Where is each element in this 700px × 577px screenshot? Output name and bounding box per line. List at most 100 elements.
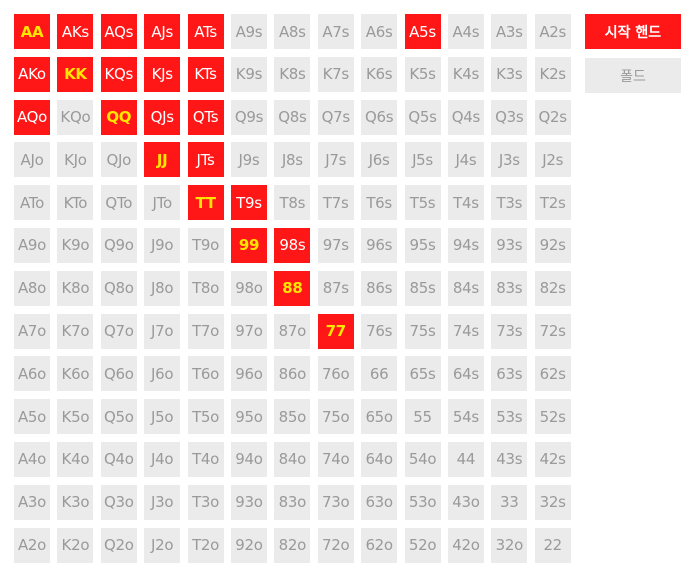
hand-cell-98s[interactable]: 98s: [274, 227, 311, 263]
hand-cell-T4o[interactable]: T4o: [187, 441, 224, 477]
hand-cell-Q2o[interactable]: Q2o: [100, 527, 137, 563]
hand-cell-92s[interactable]: 92s: [534, 227, 571, 263]
hand-cell-88[interactable]: 88: [274, 270, 311, 306]
hand-cell-T6o[interactable]: T6o: [187, 356, 224, 392]
hand-cell-K5s[interactable]: K5s: [404, 56, 441, 92]
hand-cell-83s[interactable]: 83s: [491, 270, 528, 306]
hand-cell-32o[interactable]: 32o: [491, 527, 528, 563]
hand-cell-73o[interactable]: 73o: [317, 484, 354, 520]
hand-cell-55[interactable]: 55: [404, 399, 441, 435]
hand-cell-53s[interactable]: 53s: [491, 399, 528, 435]
hand-cell-A8o[interactable]: A8o: [14, 270, 50, 306]
hand-cell-54s[interactable]: 54s: [447, 399, 484, 435]
hand-cell-72o[interactable]: 72o: [317, 527, 354, 563]
hand-cell-62o[interactable]: 62o: [361, 527, 398, 563]
hand-cell-T9s[interactable]: T9s: [230, 185, 267, 221]
hand-cell-Q8o[interactable]: Q8o: [100, 270, 137, 306]
hand-cell-87s[interactable]: 87s: [317, 270, 354, 306]
hand-cell-AJs[interactable]: AJs: [144, 14, 181, 49]
hand-cell-A5s[interactable]: A5s: [404, 14, 441, 49]
hand-cell-22[interactable]: 22: [534, 527, 571, 563]
hand-cell-A5o[interactable]: A5o: [14, 399, 50, 435]
hand-cell-32s[interactable]: 32s: [534, 484, 571, 520]
hand-cell-KJo[interactable]: KJo: [57, 142, 94, 178]
hand-cell-K6s[interactable]: K6s: [361, 56, 398, 92]
hand-cell-KQo[interactable]: KQo: [57, 99, 94, 135]
hand-cell-A2s[interactable]: A2s: [534, 14, 571, 49]
hand-cell-85o[interactable]: 85o: [274, 399, 311, 435]
hand-cell-J7s[interactable]: J7s: [317, 142, 354, 178]
hand-cell-95s[interactable]: 95s: [404, 227, 441, 263]
hand-cell-J5s[interactable]: J5s: [404, 142, 441, 178]
hand-cell-A3s[interactable]: A3s: [491, 14, 528, 49]
hand-cell-A7o[interactable]: A7o: [14, 313, 50, 349]
hand-cell-64s[interactable]: 64s: [447, 356, 484, 392]
hand-cell-54o[interactable]: 54o: [404, 441, 441, 477]
hand-cell-42o[interactable]: 42o: [447, 527, 484, 563]
hand-cell-Q3o[interactable]: Q3o: [100, 484, 137, 520]
hand-cell-QJs[interactable]: QJs: [144, 99, 181, 135]
hand-cell-K7s[interactable]: K7s: [317, 56, 354, 92]
hand-cell-J3s[interactable]: J3s: [491, 142, 528, 178]
hand-cell-Q3s[interactable]: Q3s: [491, 99, 528, 135]
hand-cell-QTo[interactable]: QTo: [100, 185, 137, 221]
hand-cell-T7s[interactable]: T7s: [317, 185, 354, 221]
hand-cell-AA[interactable]: AA: [14, 14, 50, 49]
hand-cell-QQ[interactable]: QQ: [100, 99, 137, 135]
hand-cell-J4o[interactable]: J4o: [144, 441, 181, 477]
hand-cell-82s[interactable]: 82s: [534, 270, 571, 306]
hand-cell-84o[interactable]: 84o: [274, 441, 311, 477]
hand-cell-A9s[interactable]: A9s: [230, 14, 267, 49]
hand-cell-K4o[interactable]: K4o: [57, 441, 94, 477]
hand-cell-52s[interactable]: 52s: [534, 399, 571, 435]
hand-cell-J6o[interactable]: J6o: [144, 356, 181, 392]
hand-cell-62s[interactable]: 62s: [534, 356, 571, 392]
hand-cell-KJs[interactable]: KJs: [144, 56, 181, 92]
hand-cell-Q4o[interactable]: Q4o: [100, 441, 137, 477]
hand-cell-K3s[interactable]: K3s: [491, 56, 528, 92]
hand-cell-AQs[interactable]: AQs: [100, 14, 137, 49]
hand-cell-43o[interactable]: 43o: [447, 484, 484, 520]
hand-cell-64o[interactable]: 64o: [361, 441, 398, 477]
hand-cell-T4s[interactable]: T4s: [447, 185, 484, 221]
hand-cell-72s[interactable]: 72s: [534, 313, 571, 349]
hand-cell-75o[interactable]: 75o: [317, 399, 354, 435]
hand-cell-76o[interactable]: 76o: [317, 356, 354, 392]
hand-cell-63s[interactable]: 63s: [491, 356, 528, 392]
hand-cell-J8o[interactable]: J8o: [144, 270, 181, 306]
hand-cell-JTs[interactable]: JTs: [187, 142, 224, 178]
hand-cell-KQs[interactable]: KQs: [100, 56, 137, 92]
hand-cell-Q8s[interactable]: Q8s: [274, 99, 311, 135]
hand-cell-77[interactable]: 77: [317, 313, 354, 349]
hand-cell-ATo[interactable]: ATo: [14, 185, 50, 221]
hand-cell-A6s[interactable]: A6s: [361, 14, 398, 49]
hand-cell-J9s[interactable]: J9s: [230, 142, 267, 178]
hand-cell-T3o[interactable]: T3o: [187, 484, 224, 520]
hand-cell-Q5s[interactable]: Q5s: [404, 99, 441, 135]
hand-cell-AKo[interactable]: AKo: [14, 56, 50, 92]
hand-cell-K4s[interactable]: K4s: [447, 56, 484, 92]
hand-cell-93o[interactable]: 93o: [230, 484, 267, 520]
hand-cell-J5o[interactable]: J5o: [144, 399, 181, 435]
hand-cell-Q6o[interactable]: Q6o: [100, 356, 137, 392]
hand-cell-AKs[interactable]: AKs: [57, 14, 94, 49]
hand-cell-Q9o[interactable]: Q9o: [100, 227, 137, 263]
hand-cell-T6s[interactable]: T6s: [361, 185, 398, 221]
hand-cell-J6s[interactable]: J6s: [361, 142, 398, 178]
hand-cell-T7o[interactable]: T7o: [187, 313, 224, 349]
hand-cell-J8s[interactable]: J8s: [274, 142, 311, 178]
hand-cell-95o[interactable]: 95o: [230, 399, 267, 435]
hand-cell-JTo[interactable]: JTo: [144, 185, 181, 221]
hand-cell-J9o[interactable]: J9o: [144, 227, 181, 263]
hand-cell-96s[interactable]: 96s: [361, 227, 398, 263]
hand-cell-Q4s[interactable]: Q4s: [447, 99, 484, 135]
hand-cell-T2o[interactable]: T2o: [187, 527, 224, 563]
hand-cell-85s[interactable]: 85s: [404, 270, 441, 306]
hand-cell-A9o[interactable]: A9o: [14, 227, 50, 263]
hand-cell-Q6s[interactable]: Q6s: [361, 99, 398, 135]
hand-cell-66[interactable]: 66: [361, 356, 398, 392]
hand-cell-98o[interactable]: 98o: [230, 270, 267, 306]
hand-cell-Q7o[interactable]: Q7o: [100, 313, 137, 349]
hand-cell-96o[interactable]: 96o: [230, 356, 267, 392]
hand-cell-43s[interactable]: 43s: [491, 441, 528, 477]
